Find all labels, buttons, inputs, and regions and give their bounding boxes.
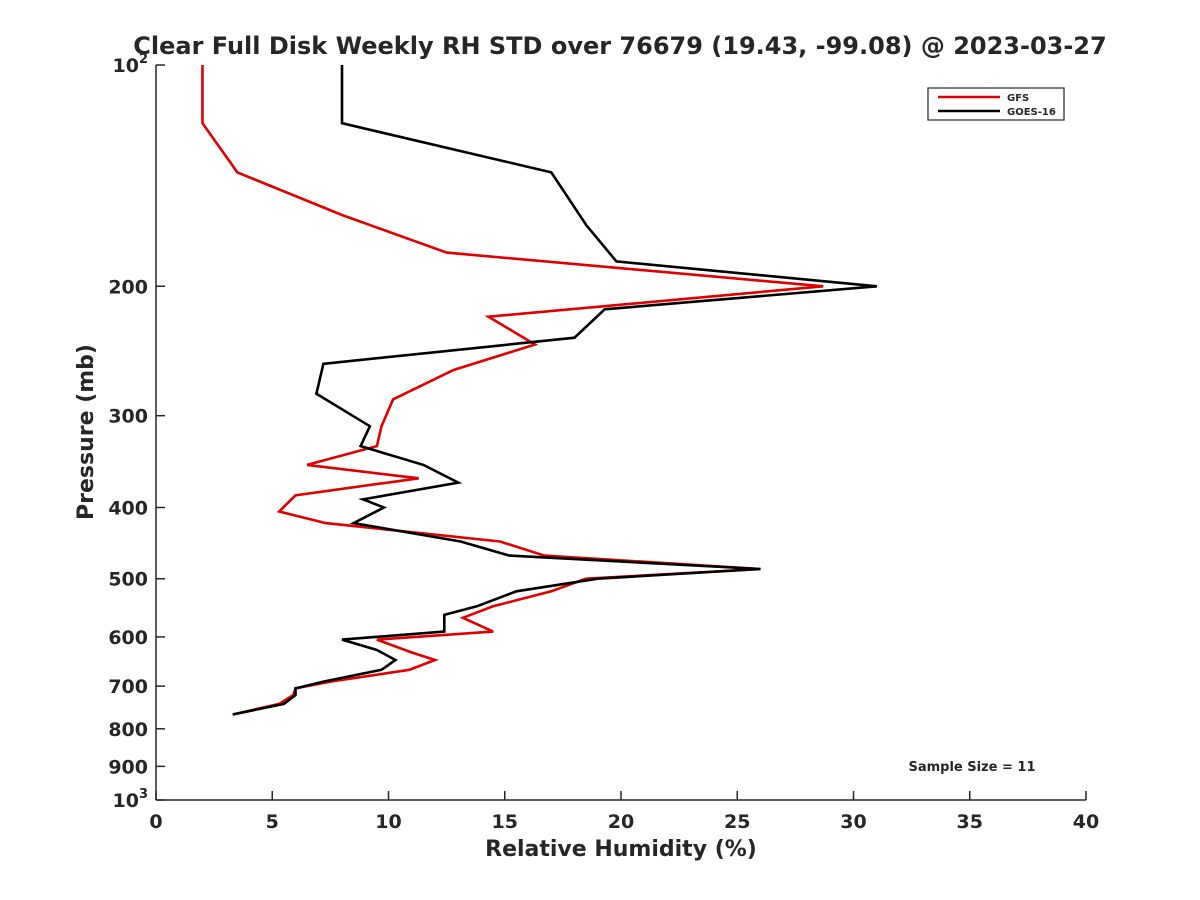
y-tick-label-base: 400 [108, 498, 148, 520]
x-tick-label: 40 [1073, 811, 1099, 833]
x-tick-label: 5 [266, 811, 279, 833]
legend: GFS GOES-16 [927, 87, 1065, 121]
x-tick-label: 25 [724, 811, 750, 833]
y-tick-label: 102 [113, 52, 149, 77]
y-tick-label: 200 [108, 276, 148, 298]
legend-label-goes-16: GOES-16 [1007, 107, 1056, 118]
y-tick-label: 300 [108, 406, 148, 428]
legend-label-gfs: GFS [1007, 93, 1029, 104]
y-tick-label-base: 10 [113, 55, 139, 77]
series-line-goes-16 [232, 65, 877, 716]
y-axis-label: Pressure (mb) [74, 344, 99, 520]
y-tick-label-exponent: 3 [139, 787, 148, 802]
y-tick-label-base: 900 [108, 756, 148, 778]
x-tick-label: 0 [149, 811, 162, 833]
x-tick-label: 20 [608, 811, 634, 833]
legend-box [927, 87, 1065, 121]
x-tick-label: 35 [957, 811, 983, 833]
y-tick-label: 800 [108, 719, 148, 741]
y-tick-label-exponent: 2 [139, 52, 148, 67]
y-tick-label: 500 [108, 569, 148, 591]
y-tick-label: 700 [108, 676, 148, 698]
y-tick-label-base: 600 [108, 627, 148, 649]
y-tick-label-base: 200 [108, 276, 148, 298]
y-tick-label-base: 300 [108, 406, 148, 428]
chart-title: Clear Full Disk Weekly RH STD over 76679… [133, 32, 1106, 60]
y-tick-label: 600 [108, 627, 148, 649]
x-tick-label: 30 [840, 811, 866, 833]
y-tick-label-base: 10 [113, 790, 139, 812]
legend-items: GFS GOES-16 [938, 93, 1056, 118]
x-tick-label: 10 [375, 811, 401, 833]
y-tick-label-base: 700 [108, 676, 148, 698]
y-tick-label: 400 [108, 498, 148, 520]
y-tick-label: 103 [113, 787, 149, 812]
series-layer [201, 65, 877, 716]
y-tick-label-base: 500 [108, 569, 148, 591]
y-tick-label-base: 800 [108, 719, 148, 741]
x-axis-label: Relative Humidity (%) [485, 837, 757, 862]
sample-size-annotation: Sample Size = 11 [908, 760, 1035, 775]
y-tick-label: 900 [108, 756, 148, 778]
x-tick-label: 15 [492, 811, 518, 833]
x-ticks: 0 5 10 15 20 25 30 35 40 [149, 791, 1099, 833]
